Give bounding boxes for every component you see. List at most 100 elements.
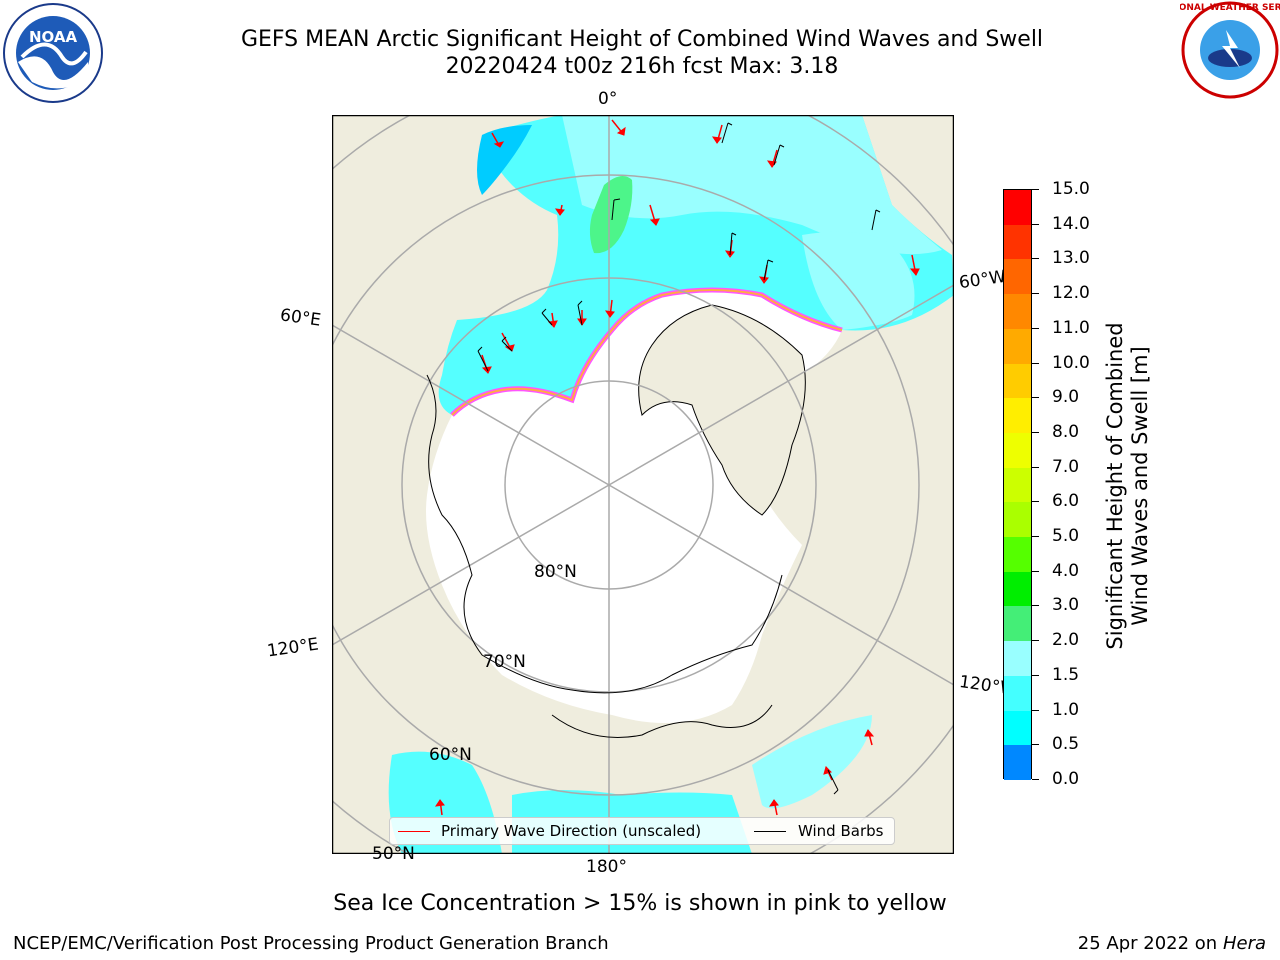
colorbar [1003, 189, 1032, 780]
footer-branch: NCEP/EMC/Verification Post Processing Pr… [13, 933, 609, 954]
colorbar-label-line-1: Significant Height of Combined [1103, 322, 1127, 650]
colorbar-tick: 6.0 [1032, 493, 1079, 510]
colorbar-tick: 15.0 [1032, 181, 1090, 198]
colorbar-tick: 8.0 [1032, 423, 1079, 441]
footer-host: Hera [1222, 933, 1266, 954]
colorbar-segment [1004, 537, 1031, 572]
legend-wind-barbs: Wind Barbs [798, 822, 884, 840]
colorbar-segment [1004, 190, 1031, 225]
coastline-bering [551, 704, 773, 738]
colorbar-segment [1004, 710, 1031, 746]
ice-edge-inner [451, 289, 843, 416]
colorbar-segment [1004, 294, 1031, 329]
wave-arrow [711, 124, 723, 144]
wave-arrow [554, 204, 565, 216]
wave-arrow [604, 299, 615, 318]
wind-barb [577, 300, 583, 326]
wind-barb [729, 232, 737, 256]
wave-arrow [864, 729, 875, 746]
lon-label-60e: 60°E [278, 305, 323, 331]
colorbar-tick: 0.5 [1032, 736, 1079, 753]
sea-ice-note: Sea Ice Concentration > 15% is shown in … [333, 891, 947, 916]
lon-label-120e: 120°E [265, 634, 320, 662]
lat-label-60n: 60°N [429, 745, 472, 765]
colorbar-segment [1004, 224, 1031, 260]
map-title: GEFS MEAN Arctic Significant Height of C… [200, 26, 1084, 80]
lon-label-180: 180° [586, 857, 627, 877]
legend-wave-direction: Primary Wave Direction (unscaled) [441, 822, 702, 840]
map-legend: Primary Wave Direction (unscaled) Wind B… [389, 817, 895, 845]
colorbar-tick: 2.0 [1032, 632, 1079, 649]
colorbar-segment [1004, 571, 1031, 607]
colorbar-segment [1004, 675, 1031, 711]
colorbar-label: Significant Height of Combined Wind Wave… [1103, 322, 1153, 649]
footer-date-text: 25 Apr 2022 on [1077, 933, 1223, 954]
graticule [332, 115, 954, 854]
colorbar-segment [1004, 641, 1031, 676]
wave-field-baltic [477, 125, 532, 195]
colorbar-segment [1004, 502, 1031, 538]
wind-barb [611, 198, 621, 221]
lon-label-60w: 60°W [957, 266, 1008, 294]
wind-barb [871, 209, 881, 231]
wind-barbs [477, 122, 881, 795]
colorbar-tick: 5.0 [1032, 528, 1079, 545]
greenland [638, 304, 806, 516]
colorbar-segment [1004, 432, 1031, 468]
colorbar-segment [1004, 363, 1031, 399]
nws-logo-text: NATIONAL WEATHER SERVICE [1180, 3, 1280, 13]
wave-arrow [649, 204, 660, 226]
colorbar-tick: 3.0 [1032, 597, 1079, 614]
map-frame [331, 114, 955, 855]
wave-field-high [589, 176, 633, 254]
coastline-eurasia [426, 374, 783, 694]
colorbar-tick: 7.0 [1032, 458, 1079, 476]
wave-arrow [491, 132, 505, 148]
lat-label-70n: 70°N [483, 652, 526, 672]
colorbar-tick: 10.0 [1032, 354, 1090, 372]
colorbar-segment [1004, 398, 1031, 433]
colorbar-tick: 0.0 [1032, 771, 1079, 788]
wave-field-atlantic-calm [562, 115, 942, 255]
colorbar-tick: 12.0 [1032, 285, 1090, 302]
wind-barb [501, 336, 513, 352]
colorbar-segment [1004, 467, 1031, 503]
wind-barb [721, 122, 733, 144]
wind-barb [763, 259, 774, 281]
noaa-logo-text: NOAA [29, 28, 78, 46]
legend-wave-line [398, 831, 430, 832]
wave-arrow [434, 799, 445, 816]
nws-logo: NATIONAL WEATHER SERVICE [1180, 1, 1280, 99]
wave-field-gulf-alaska [752, 715, 872, 809]
colorbar-tick: 13.0 [1032, 250, 1090, 267]
colorbar-tick: 1.0 [1032, 701, 1079, 719]
wave-arrow [768, 799, 779, 816]
title-line-2: 20220424 t00z 216h fcst Max: 3.18 [445, 54, 839, 79]
noaa-logo: NOAA [3, 3, 103, 103]
lat-label-50n: 50°N [372, 844, 415, 864]
footer-date: 25 Apr 2022 on Hera [1078, 933, 1266, 954]
map-canvas [331, 114, 955, 855]
wave-arrow [909, 254, 920, 276]
title-line-1: GEFS MEAN Arctic Significant Height of C… [240, 27, 1044, 52]
legend-barb-line [754, 831, 786, 832]
lat-label-80n: 80°N [534, 562, 577, 582]
wind-barb [773, 144, 785, 166]
colorbar-tick: 4.0 [1032, 562, 1079, 580]
wind-barb [477, 346, 489, 372]
colorbar-segment [1004, 606, 1031, 642]
colorbar-segment [1004, 259, 1031, 295]
colorbar-tick: 11.0 [1032, 319, 1090, 337]
colorbar-tick: 14.0 [1032, 215, 1090, 233]
colorbar-segment [1004, 745, 1031, 780]
lon-label-0: 0° [598, 89, 618, 109]
wave-field-labrador [802, 231, 915, 330]
colorbar-tick: 1.5 [1032, 666, 1079, 684]
colorbar-tick: 9.0 [1032, 389, 1079, 406]
colorbar-segment [1004, 328, 1031, 364]
wave-arrow [611, 119, 626, 136]
colorbar-label-line-2: Wind Waves and Swell [m] [1128, 346, 1152, 626]
wind-barb [541, 308, 553, 326]
wind-barb [827, 769, 839, 795]
polar-map: Primary Wave Direction (unscaled) Wind B… [331, 114, 955, 855]
